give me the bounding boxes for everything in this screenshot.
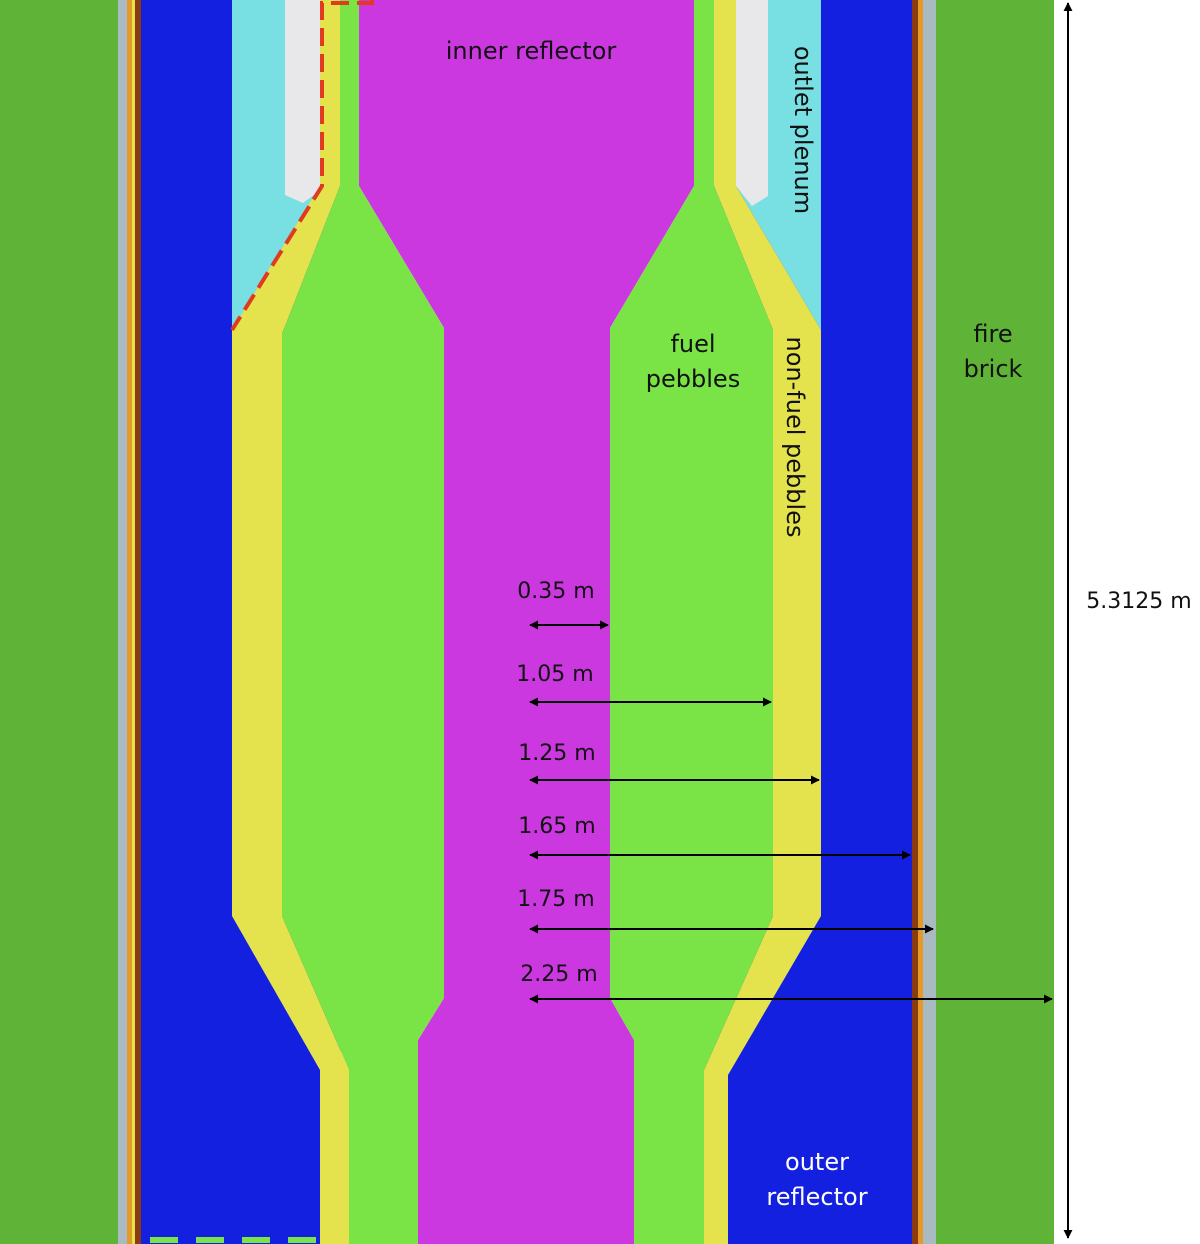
plenum-gap-left xyxy=(285,0,326,203)
label-non-fuel-pebbles: non-fuel pebbles xyxy=(781,337,809,538)
barrel-brown-left xyxy=(135,0,141,1244)
dimension-label-1-75: 1.75 m xyxy=(517,887,594,912)
fire-brick-left xyxy=(0,0,118,1244)
fire-brick-right xyxy=(936,0,1054,1244)
height-dimension-label: 5.3125 m xyxy=(1086,589,1191,614)
dimension-label-0-35: 0.35 m xyxy=(517,579,594,604)
label-fuel-line2: pebbles xyxy=(646,365,740,393)
inner-reflector xyxy=(359,0,694,1244)
label-outer-reflector-line2: reflector xyxy=(766,1183,867,1211)
dimension-label-1-05: 1.05 m xyxy=(516,662,593,687)
dimension-label-1-25: 1.25 m xyxy=(518,741,595,766)
barrel-grey-left xyxy=(118,0,127,1244)
label-outlet-plenum: outlet plenum xyxy=(789,46,817,214)
label-outer-reflector-line1: outer xyxy=(785,1148,849,1176)
dimension-label-2-25: 2.25 m xyxy=(520,962,597,987)
plenum-gap-right xyxy=(736,0,768,206)
label-fire-brick-line1: fire xyxy=(973,320,1012,348)
barrel-yellow-left xyxy=(132,0,135,1244)
barrel-orange-right xyxy=(918,0,923,1244)
non-fuel-pebbles-left xyxy=(232,0,349,1244)
label-inner-reflector: inner reflector xyxy=(446,37,617,65)
dashed-boundary-line xyxy=(230,0,374,332)
barrel-brown-right xyxy=(912,0,918,1244)
label-fire-brick-line2: brick xyxy=(964,355,1023,383)
radius-dimensions: 0.35 m 1.05 m 1.25 m 1.65 m 1.75 m 2.25 … xyxy=(516,579,1053,1004)
fuel-pebbles-left xyxy=(282,0,444,1244)
label-fuel-line1: fuel xyxy=(670,330,715,358)
barrel-grey-right xyxy=(923,0,936,1244)
barrel-orange-left xyxy=(127,0,132,1244)
dimension-label-1-65: 1.65 m xyxy=(518,814,595,839)
